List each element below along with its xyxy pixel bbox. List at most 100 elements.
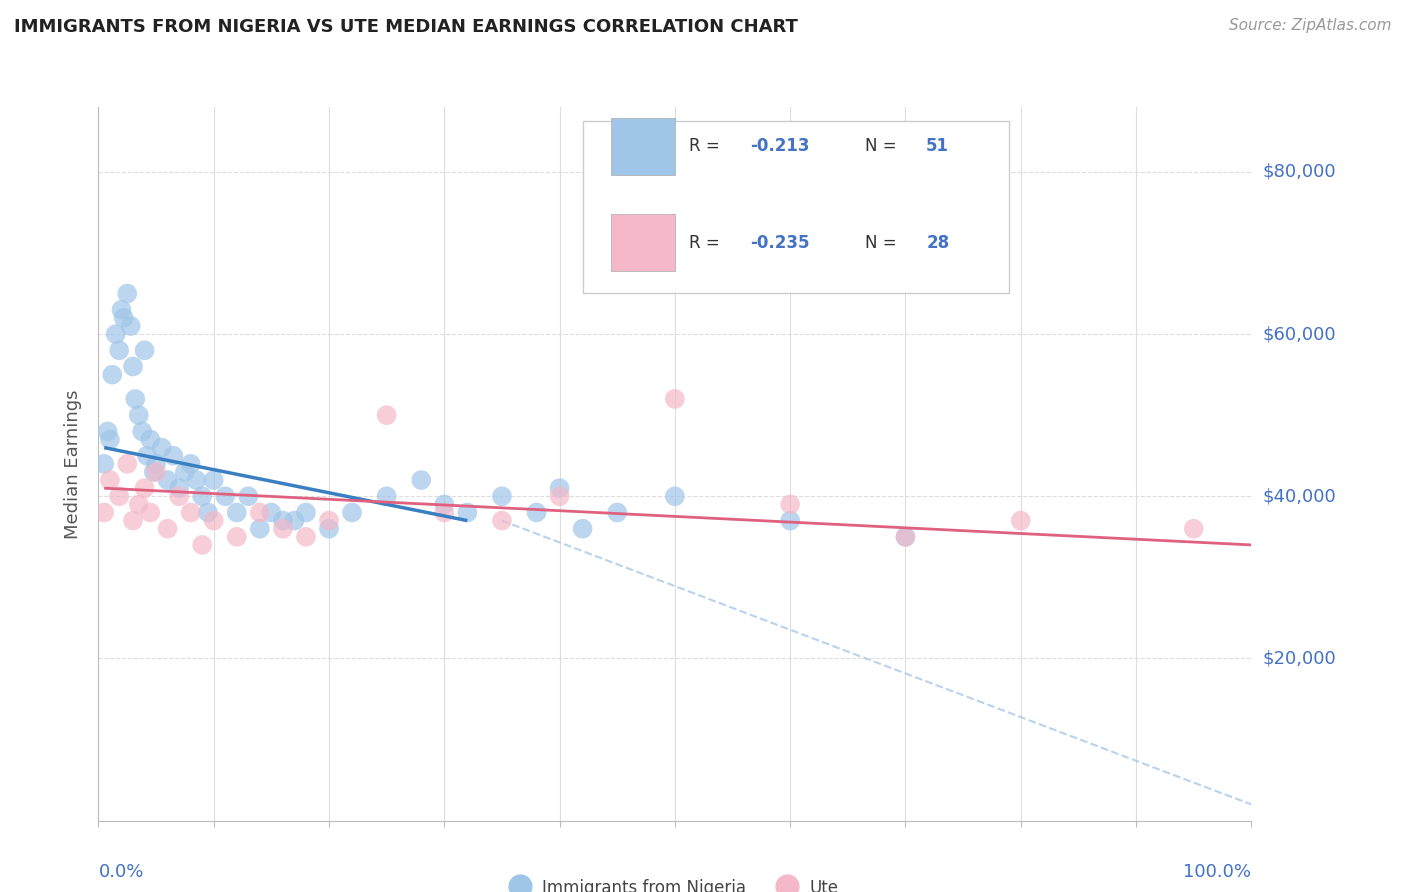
Point [202,514,225,528]
Point [191,538,214,552]
Point [779,514,801,528]
Point [145,457,167,471]
Point [131,425,153,439]
Point [135,449,157,463]
Point [98,433,121,447]
Point [124,392,146,406]
Point [156,522,179,536]
Text: 51: 51 [927,137,949,155]
Point [101,368,124,382]
Text: -0.235: -0.235 [749,234,810,252]
Point [134,481,156,495]
Point [375,489,398,503]
Point [139,506,162,520]
Point [664,489,686,503]
Point [375,408,398,422]
Point [162,449,184,463]
Text: 28: 28 [927,234,949,252]
Point [548,481,571,495]
Text: N =: N = [865,137,903,155]
Point [186,473,208,487]
Point [249,506,271,520]
Text: 100.0%: 100.0% [1184,863,1251,881]
Point [122,514,145,528]
Point [894,530,917,544]
FancyBboxPatch shape [612,214,675,271]
Text: IMMIGRANTS FROM NIGERIA VS UTE MEDIAN EARNINGS CORRELATION CHART: IMMIGRANTS FROM NIGERIA VS UTE MEDIAN EA… [14,18,799,36]
Point [664,392,686,406]
Point [167,481,190,495]
Point [128,408,150,422]
Point [104,327,127,342]
FancyBboxPatch shape [582,121,1010,293]
Point [156,473,179,487]
Text: N =: N = [865,234,903,252]
Point [122,359,145,374]
Point [202,473,225,487]
Point [180,506,202,520]
Text: $20,000: $20,000 [1263,649,1336,667]
Point [238,489,260,503]
Point [225,530,247,544]
Point [110,302,132,317]
Point [117,286,138,301]
Point [214,489,236,503]
Point [491,514,513,528]
Point [108,343,131,358]
Text: Source: ZipAtlas.com: Source: ZipAtlas.com [1229,18,1392,33]
Point [271,522,294,536]
Point [180,457,202,471]
Point [571,522,593,536]
Point [894,530,917,544]
Point [340,506,363,520]
Point [112,310,135,325]
Point [134,343,156,358]
Point [139,433,162,447]
Text: $80,000: $80,000 [1263,163,1336,181]
Point [167,489,190,503]
Point [491,489,513,503]
Point [548,489,571,503]
Point [433,497,456,511]
Point [526,506,548,520]
Point [108,489,131,503]
Legend: Immigrants from Nigeria, Ute: Immigrants from Nigeria, Ute [512,878,838,892]
Point [197,506,219,520]
Point [128,497,150,511]
Point [150,441,173,455]
Point [174,465,197,479]
Point [411,473,433,487]
Y-axis label: Median Earnings: Median Earnings [65,389,83,539]
Point [318,522,340,536]
Point [249,522,271,536]
Point [225,506,247,520]
Point [1182,522,1205,536]
Text: $40,000: $40,000 [1263,487,1336,505]
Point [779,497,801,511]
Point [120,318,142,333]
Text: R =: R = [689,234,724,252]
Point [117,457,138,471]
Point [295,506,318,520]
Point [98,473,121,487]
FancyBboxPatch shape [612,118,675,175]
Text: $60,000: $60,000 [1263,325,1336,343]
Point [97,425,120,439]
Point [318,514,340,528]
Text: R =: R = [689,137,724,155]
Point [283,514,305,528]
Point [433,506,456,520]
Point [145,465,167,479]
Point [295,530,318,544]
Point [142,465,165,479]
Text: 0.0%: 0.0% [98,863,143,881]
Point [456,506,478,520]
Point [93,457,115,471]
Point [93,506,115,520]
Point [271,514,294,528]
Point [260,506,283,520]
Point [1010,514,1032,528]
Point [191,489,214,503]
Point [606,506,628,520]
Text: -0.213: -0.213 [749,137,810,155]
